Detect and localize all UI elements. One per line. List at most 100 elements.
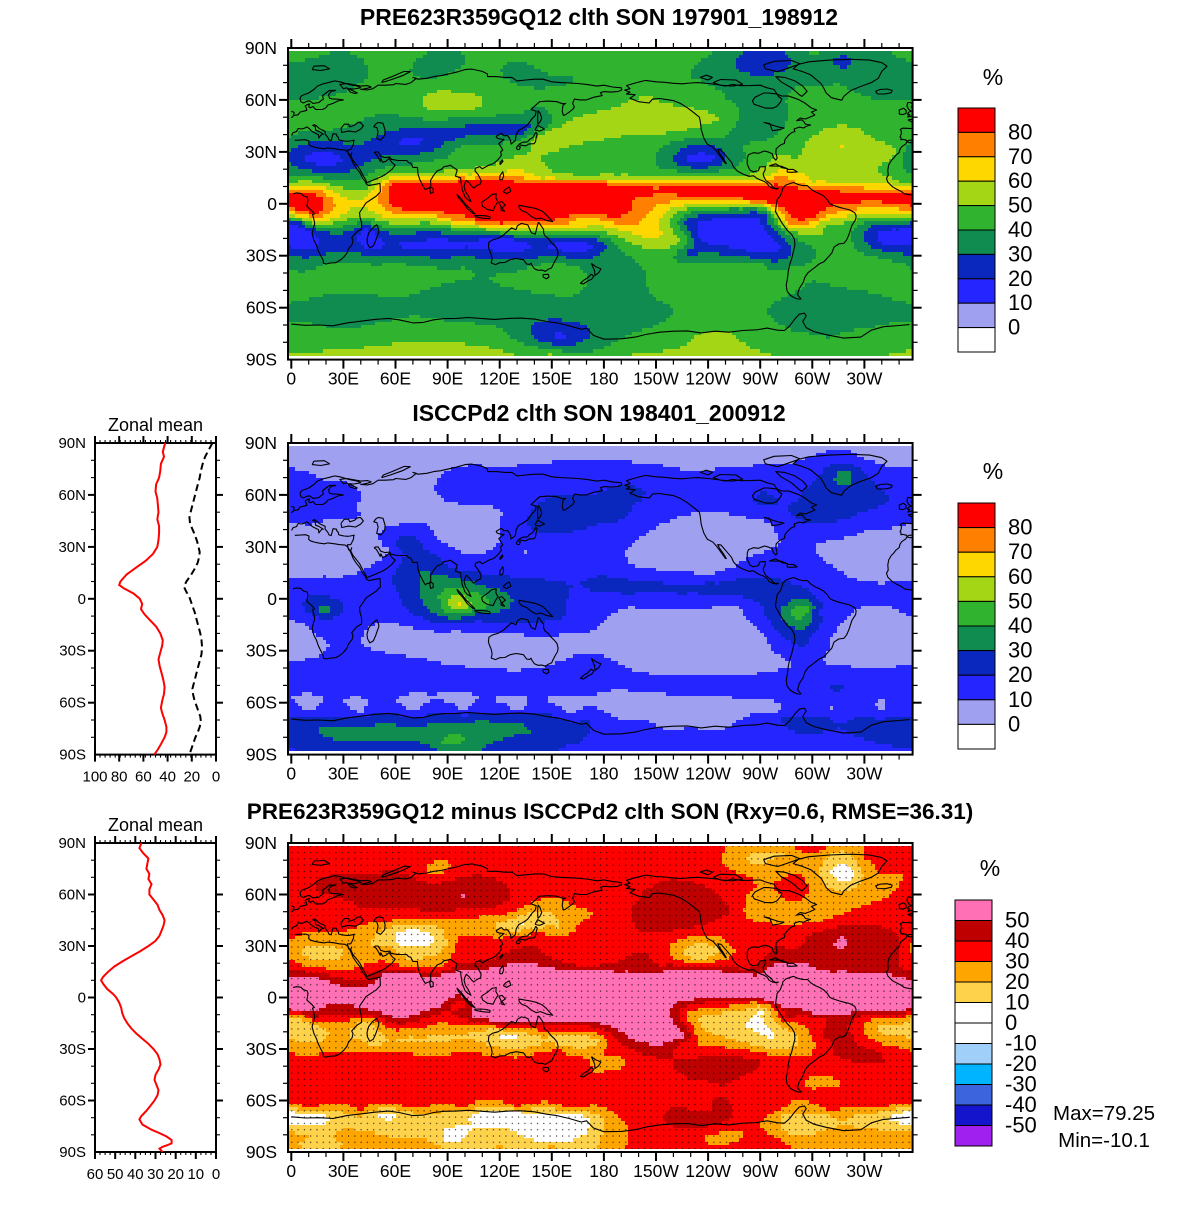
svg-text:40: 40 [159, 769, 176, 786]
svg-text:0: 0 [267, 194, 277, 214]
svg-text:30S: 30S [59, 643, 86, 660]
svg-text:20: 20 [1008, 662, 1032, 687]
svg-text:150E: 150E [531, 1161, 572, 1181]
svg-text:90S: 90S [246, 1142, 277, 1162]
svg-text:30N: 30N [245, 142, 277, 162]
svg-text:120W: 120W [685, 369, 731, 389]
svg-text:60E: 60E [380, 764, 411, 784]
svg-text:90N: 90N [245, 38, 277, 58]
svg-text:10: 10 [187, 1166, 204, 1183]
svg-text:Zonal mean: Zonal mean [108, 415, 203, 435]
svg-text:90S: 90S [246, 745, 277, 765]
svg-text:60N: 60N [58, 487, 86, 504]
svg-text:90W: 90W [742, 1161, 778, 1181]
svg-text:80: 80 [1008, 515, 1032, 540]
svg-text:20: 20 [1008, 266, 1032, 291]
svg-text:60: 60 [1008, 168, 1032, 193]
svg-text:90W: 90W [742, 764, 778, 784]
svg-text:60: 60 [87, 1166, 104, 1183]
svg-text:20: 20 [183, 769, 200, 786]
svg-text:180: 180 [589, 369, 618, 389]
svg-text:0: 0 [1008, 315, 1020, 340]
svg-text:-30: -30 [1005, 1072, 1037, 1097]
svg-text:60N: 60N [245, 90, 277, 110]
svg-text:30N: 30N [58, 539, 86, 556]
svg-text:0: 0 [1005, 1010, 1017, 1035]
svg-text:-40: -40 [1005, 1092, 1037, 1117]
svg-text:90N: 90N [58, 435, 86, 452]
svg-text:Min=-10.1: Min=-10.1 [1058, 1129, 1150, 1152]
svg-text:0: 0 [286, 764, 296, 784]
svg-text:60W: 60W [794, 1161, 830, 1181]
svg-text:180: 180 [589, 1161, 618, 1181]
svg-text:90E: 90E [432, 764, 463, 784]
svg-text:0: 0 [286, 369, 296, 389]
svg-text:40: 40 [127, 1166, 144, 1183]
svg-text:0: 0 [212, 769, 220, 786]
svg-text:30W: 30W [846, 1161, 882, 1181]
svg-text:50: 50 [1008, 193, 1032, 218]
svg-text:150E: 150E [531, 764, 572, 784]
svg-text:PRE623R359GQ12 minus ISCCPd2 c: PRE623R359GQ12 minus ISCCPd2 clth SON (R… [247, 799, 974, 824]
svg-text:%: % [983, 458, 1003, 484]
svg-text:150W: 150W [633, 1161, 679, 1181]
svg-text:120E: 120E [479, 369, 520, 389]
svg-text:60: 60 [135, 769, 152, 786]
svg-text:Max=79.25: Max=79.25 [1053, 1102, 1155, 1125]
svg-text:150W: 150W [633, 369, 679, 389]
svg-text:30W: 30W [846, 369, 882, 389]
svg-text:-20: -20 [1005, 1051, 1037, 1076]
svg-text:40: 40 [1005, 928, 1029, 953]
svg-text:60E: 60E [380, 1161, 411, 1181]
svg-text:60S: 60S [246, 298, 277, 318]
svg-text:60: 60 [1008, 564, 1032, 589]
svg-text:30S: 30S [59, 1041, 86, 1058]
svg-text:0: 0 [78, 591, 86, 608]
svg-text:60S: 60S [246, 693, 277, 713]
svg-text:Zonal mean: Zonal mean [108, 815, 203, 835]
svg-text:90N: 90N [58, 835, 86, 852]
svg-text:90E: 90E [432, 1161, 463, 1181]
svg-text:30E: 30E [328, 369, 359, 389]
svg-text:90S: 90S [246, 350, 277, 370]
svg-text:60W: 60W [794, 369, 830, 389]
svg-text:150W: 150W [633, 764, 679, 784]
svg-text:%: % [980, 855, 1000, 881]
svg-text:%: % [983, 64, 1003, 90]
svg-text:90W: 90W [742, 369, 778, 389]
svg-text:60S: 60S [246, 1091, 277, 1111]
svg-text:10: 10 [1005, 990, 1029, 1015]
svg-text:30S: 30S [246, 1039, 277, 1059]
svg-text:90E: 90E [432, 369, 463, 389]
svg-text:30N: 30N [245, 936, 277, 956]
svg-text:120E: 120E [479, 764, 520, 784]
svg-text:-10: -10 [1005, 1031, 1037, 1056]
svg-text:30E: 30E [328, 764, 359, 784]
svg-text:30W: 30W [846, 764, 882, 784]
svg-text:40: 40 [1008, 217, 1032, 242]
svg-text:120W: 120W [685, 764, 731, 784]
svg-text:90S: 90S [59, 747, 86, 764]
svg-text:30: 30 [1008, 241, 1032, 266]
svg-text:120W: 120W [685, 1161, 731, 1181]
svg-text:90S: 90S [59, 1144, 86, 1161]
svg-text:30: 30 [1005, 949, 1029, 974]
svg-text:0: 0 [1008, 711, 1020, 736]
svg-text:70: 70 [1008, 539, 1032, 564]
svg-text:60S: 60S [59, 1093, 86, 1110]
svg-text:60N: 60N [245, 485, 277, 505]
svg-text:ISCCPd2 clth SON 198401_200912: ISCCPd2 clth SON 198401_200912 [412, 400, 785, 426]
svg-text:0: 0 [267, 589, 277, 609]
svg-text:60N: 60N [58, 887, 86, 904]
svg-text:50: 50 [1008, 588, 1032, 613]
svg-text:30N: 30N [245, 537, 277, 557]
svg-text:70: 70 [1008, 144, 1032, 169]
svg-text:0: 0 [267, 988, 277, 1008]
svg-text:40: 40 [1008, 613, 1032, 638]
svg-text:0: 0 [212, 1166, 220, 1183]
svg-text:60W: 60W [794, 764, 830, 784]
svg-text:90N: 90N [245, 433, 277, 453]
svg-text:0: 0 [78, 990, 86, 1007]
svg-text:10: 10 [1008, 687, 1032, 712]
svg-text:30S: 30S [246, 246, 277, 266]
